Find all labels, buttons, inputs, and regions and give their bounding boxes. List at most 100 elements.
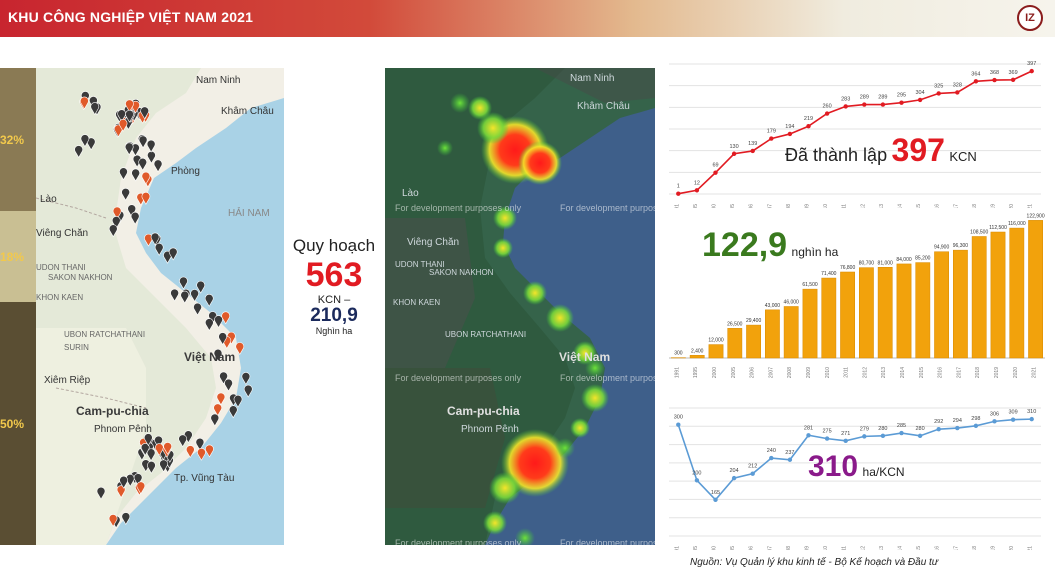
map-label-sakon: SAKON NAKHON [48, 273, 113, 282]
data-label: 204 [730, 468, 739, 474]
data-point [992, 419, 997, 424]
tick-label: 2005 [731, 367, 737, 378]
data-label: 300 [674, 415, 683, 421]
heat-spot [523, 281, 547, 305]
tick-label: 2012 [862, 367, 868, 378]
data-point [750, 471, 755, 476]
zone-pin [213, 403, 222, 417]
zone-pin [168, 247, 178, 261]
bar [746, 324, 761, 359]
series-line [677, 418, 1032, 502]
zone-pin [243, 384, 253, 398]
data-label: 112,500 [989, 225, 1007, 231]
tick-label: 2009 [805, 204, 811, 208]
zone-pin [124, 142, 134, 156]
map-label-viengchan: Viêng Chăn [36, 228, 89, 239]
data-label: 298 [971, 416, 980, 422]
zone-pin [80, 134, 90, 148]
data-point [843, 104, 848, 109]
zone-pin [170, 288, 179, 302]
data-label: 116,000 [1008, 221, 1026, 227]
bar [877, 267, 893, 359]
map-label-vietnam: Việt Nam [184, 350, 236, 364]
bar [708, 344, 724, 359]
zone-pin [213, 348, 223, 362]
zone-pin [90, 102, 100, 116]
data-label: 328 [953, 82, 962, 88]
data-label: 61,500 [802, 282, 818, 288]
data-label: 46,000 [784, 299, 800, 305]
data-point [676, 191, 681, 196]
data-point [824, 436, 830, 441]
data-point [955, 90, 960, 95]
data-point [694, 478, 700, 483]
tick-label: 1995 [693, 204, 699, 208]
zone-pin [116, 485, 126, 499]
data-label: 219 [804, 116, 813, 122]
data-label: 306 [990, 411, 999, 417]
bar [859, 267, 874, 359]
zone-pin [136, 481, 146, 495]
tick-label: 2021 [1032, 367, 1038, 378]
zone-pin [140, 443, 150, 456]
data-label: 71,400 [821, 271, 837, 277]
heat-label-vietnam: Việt Nam [559, 350, 611, 364]
area-unit: nghìn ha [791, 245, 839, 259]
planning-unit: KCN – [317, 294, 351, 306]
zone-pin [204, 294, 214, 307]
dev-watermark-1: For development purposes only [395, 203, 522, 213]
tick-label: 2007 [767, 204, 773, 208]
heat-spot [489, 472, 521, 504]
zone-pin [125, 99, 134, 113]
zone-pin [138, 135, 148, 149]
zone-pin [114, 124, 123, 138]
series-line [678, 70, 1033, 195]
zone-pin [112, 206, 122, 220]
area-value: 122,9 [702, 226, 788, 264]
bar [896, 263, 912, 359]
zone-pin [153, 159, 163, 173]
tick-label: 2016 [935, 546, 941, 550]
bar [689, 355, 705, 359]
map-label-campuchia: Cam-pu-chia [76, 404, 149, 418]
tick-label: 1991 [674, 546, 680, 550]
data-point [880, 433, 886, 439]
heat-spot [493, 206, 517, 230]
map-label-lao: Lào [40, 194, 57, 205]
heat-spot [450, 93, 470, 113]
zone-pin [119, 167, 128, 181]
page-title: KHU CÔNG NGHIỆP VIỆT NAM 2021 [8, 9, 254, 25]
data-point [936, 426, 941, 432]
heat-label-campuchia: Cam-pu-chia [447, 404, 520, 418]
zone-pin [147, 461, 156, 474]
tick-label: 2018 [975, 367, 981, 378]
zone-pin [138, 157, 147, 171]
bar [915, 262, 931, 359]
data-label: 96,300 [953, 243, 969, 249]
data-point [806, 124, 811, 129]
tick-label: 2019 [991, 204, 997, 208]
data-point [1029, 416, 1034, 422]
data-label: 304 [916, 90, 925, 96]
data-label: 12 [694, 180, 700, 186]
tick-label: 2012 [860, 204, 866, 208]
zone-pin [233, 394, 243, 408]
data-label: 237 [785, 450, 794, 456]
data-label: 200 [692, 470, 701, 476]
tick-label: 2015 [919, 367, 925, 378]
header-bar: KHU CÔNG NGHIỆP VIỆT NAM 2021 IZ [0, 0, 1055, 37]
data-point [787, 457, 793, 462]
bar [840, 271, 855, 359]
share-band-south: 50% [0, 302, 36, 545]
data-label: 29,400 [746, 318, 762, 324]
tick-label: 2019 [994, 367, 1000, 378]
heat-label-lao: Lào [402, 188, 419, 199]
tick-label: 1991 [674, 204, 680, 208]
zone-pin [131, 168, 140, 182]
tick-label: 2008 [786, 546, 792, 550]
data-point [731, 151, 737, 156]
zone-pin [150, 232, 160, 246]
data-label: 271 [841, 431, 850, 437]
data-point [973, 79, 979, 84]
data-label: 43,000 [765, 303, 781, 309]
